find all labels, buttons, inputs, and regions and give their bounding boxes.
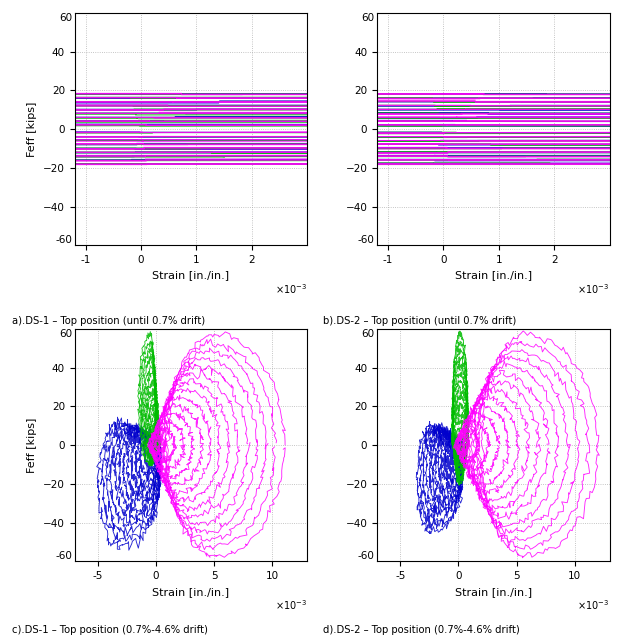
X-axis label: Strain [in./in.]: Strain [in./in.] (455, 587, 532, 597)
Text: -60: -60 (55, 235, 72, 245)
X-axis label: Strain [in./in.]: Strain [in./in.] (152, 587, 230, 597)
Text: $\times10^{-3}$: $\times10^{-3}$ (275, 598, 307, 612)
Text: $\times10^{-3}$: $\times10^{-3}$ (275, 283, 307, 296)
X-axis label: Strain [in./in.]: Strain [in./in.] (152, 271, 230, 281)
Text: 60: 60 (59, 13, 72, 23)
Y-axis label: Feff [kips]: Feff [kips] (27, 101, 37, 157)
Text: 60: 60 (59, 329, 72, 339)
Text: -60: -60 (358, 235, 374, 245)
Text: b).DS-2 – Top position (until 0.7% drift): b).DS-2 – Top position (until 0.7% drift… (323, 316, 517, 326)
Text: -60: -60 (358, 551, 374, 561)
X-axis label: Strain [in./in.]: Strain [in./in.] (455, 271, 532, 281)
Text: a).DS-1 – Top position (until 0.7% drift): a).DS-1 – Top position (until 0.7% drift… (12, 316, 205, 326)
Text: $\times10^{-3}$: $\times10^{-3}$ (577, 283, 610, 296)
Text: d).DS-2 – Top position (0.7%-4.6% drift): d).DS-2 – Top position (0.7%-4.6% drift) (323, 625, 520, 635)
Text: -60: -60 (55, 551, 72, 561)
Text: 60: 60 (361, 329, 374, 339)
Text: c).DS-1 – Top position (0.7%-4.6% drift): c).DS-1 – Top position (0.7%-4.6% drift) (12, 625, 208, 635)
Text: 60: 60 (361, 13, 374, 23)
Text: $\times10^{-3}$: $\times10^{-3}$ (577, 598, 610, 612)
Y-axis label: Feff [kips]: Feff [kips] (27, 417, 37, 473)
